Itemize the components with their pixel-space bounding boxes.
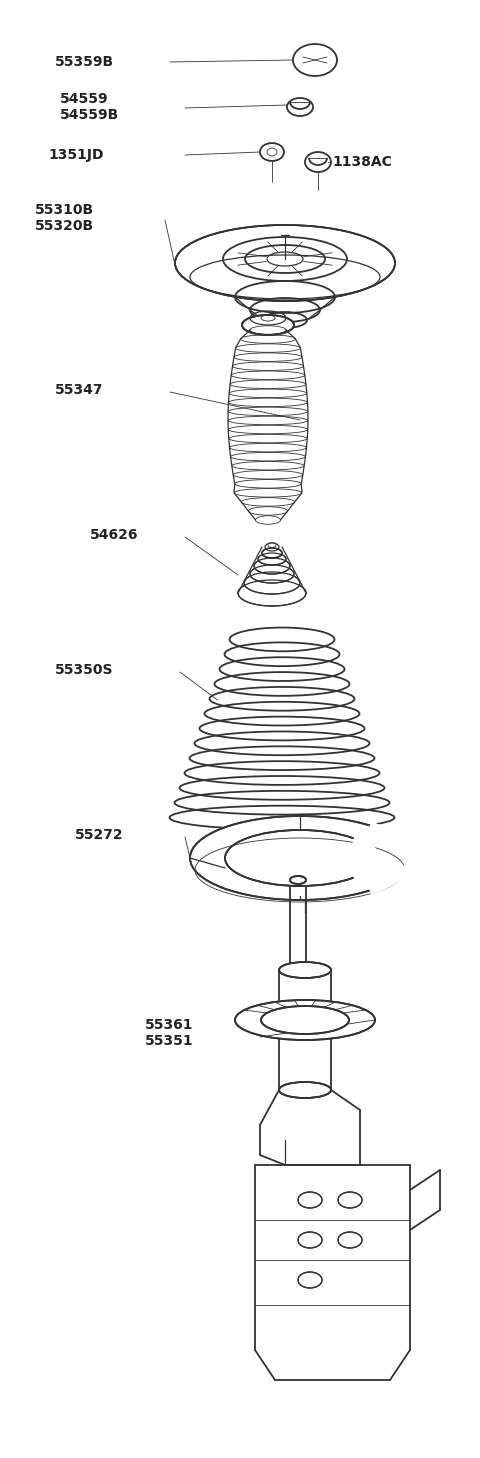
Text: 55350S: 55350S (55, 663, 113, 677)
Text: 55310B
55320B: 55310B 55320B (35, 203, 94, 233)
Ellipse shape (298, 1232, 322, 1248)
Ellipse shape (175, 225, 395, 300)
Ellipse shape (250, 566, 294, 583)
Ellipse shape (235, 1000, 375, 1040)
Ellipse shape (254, 558, 290, 574)
Text: 54626: 54626 (90, 528, 139, 542)
Ellipse shape (238, 580, 306, 607)
Text: 1138AC: 1138AC (332, 155, 392, 169)
Ellipse shape (242, 315, 294, 335)
Ellipse shape (298, 1271, 322, 1287)
Text: 55359B: 55359B (55, 55, 114, 69)
Ellipse shape (261, 1006, 349, 1034)
Ellipse shape (290, 876, 306, 884)
Ellipse shape (258, 553, 286, 566)
Ellipse shape (244, 572, 300, 593)
Ellipse shape (338, 1232, 362, 1248)
Ellipse shape (225, 830, 375, 886)
Text: 1351JD: 1351JD (48, 149, 104, 162)
Ellipse shape (190, 816, 410, 900)
Text: 55361
55351: 55361 55351 (145, 1018, 193, 1048)
Ellipse shape (262, 548, 282, 558)
Text: 54559
54559B: 54559 54559B (60, 92, 119, 122)
Text: 55347: 55347 (55, 383, 104, 397)
Ellipse shape (279, 1082, 331, 1098)
Text: 55272: 55272 (75, 828, 124, 843)
Ellipse shape (338, 1193, 362, 1209)
Ellipse shape (298, 1193, 322, 1209)
Ellipse shape (279, 962, 331, 978)
